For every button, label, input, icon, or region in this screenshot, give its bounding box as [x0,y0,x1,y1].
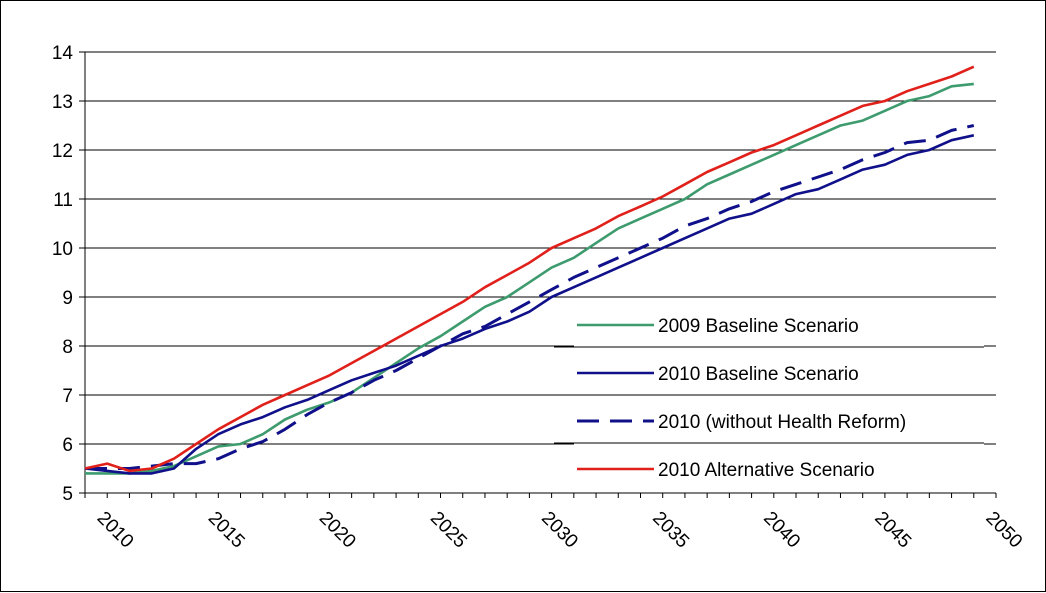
x-tick-label: 2050 [981,508,1026,553]
y-tick-labels: 5 6 7 8 9 10 11 12 13 14 [52,43,74,505]
y-tick-label: 13 [52,92,73,113]
y-tick-label: 5 [62,484,73,505]
y-tick-label: 7 [62,386,73,407]
x-tick-label: 2010 [93,508,138,553]
x-tick-label: 2040 [759,508,804,553]
legend-label-4: 2010 Alternative Scenario [658,460,875,481]
series-line-4 [84,65,975,473]
x-tick-label: 2045 [870,508,915,553]
y-tick-label: 11 [53,190,73,211]
x-tick-label: 2020 [315,508,360,553]
series-line-3 [85,124,975,470]
y-tick-label: 12 [52,141,73,162]
legend-label-3: 2010 (without Health Reform) [658,412,906,433]
x-tick-label: 2030 [537,508,582,553]
legend: 2009 Baseline Scenario 2010 Baseline Scen… [554,303,984,489]
x-tick-label: 2035 [648,508,693,553]
y-tick-label: 8 [62,337,73,358]
y-tick-label: 14 [52,43,74,64]
legend-box [574,303,984,489]
y-tick-label: 6 [62,435,73,456]
x-tick-label: 2025 [426,508,471,553]
series-line-1 [85,82,974,475]
x-tick-label: 2015 [204,508,249,553]
axes [79,51,997,498]
y-tick-label: 9 [62,288,73,309]
y-tick-label: 10 [52,239,73,260]
series-lines [84,65,975,475]
series-line-2 [84,134,975,475]
legend-label-1: 2009 Baseline Scenario [658,316,859,337]
legend-label-2: 2010 Baseline Scenario [658,364,859,385]
x-tick-labels: 2010 2015 2020 2025 2030 2035 2040 2045 2050 [93,508,1027,553]
